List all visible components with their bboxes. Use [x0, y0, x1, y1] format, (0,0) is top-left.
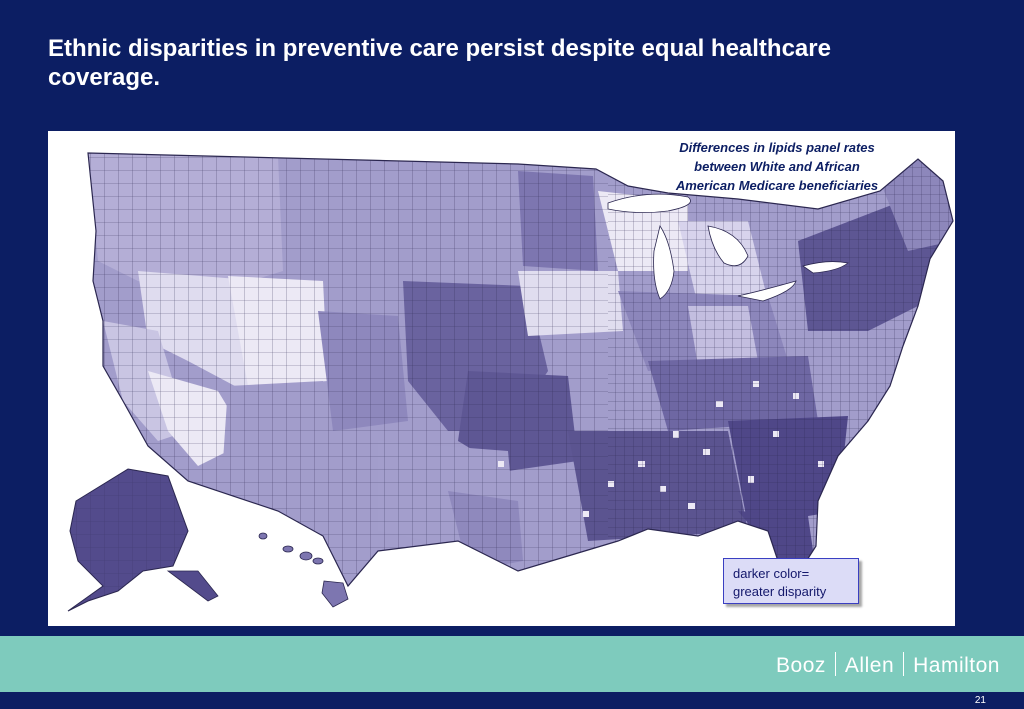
logo-separator [834, 652, 836, 676]
map-caption: Differences in lipids panel rates betwee… [675, 140, 879, 193]
logo-word-allen: Allen [844, 654, 895, 677]
map-panel: Differences in lipids panel rates betwee… [48, 131, 955, 626]
hawaii [258, 532, 349, 608]
logo-word-booz: Booz [776, 654, 826, 677]
legend-line-2: greater disparity [733, 584, 827, 599]
company-logo: Booz Allen Hamilton [776, 652, 1000, 678]
legend-box: darker color= greater disparity [723, 558, 859, 604]
legend-line-1: darker color= [733, 566, 810, 581]
slide-title: Ethnic disparities in preventive care pe… [48, 35, 831, 91]
contiguous-us [88, 153, 953, 586]
great-lakes [607, 193, 849, 302]
page-number: 21 [974, 695, 986, 706]
us-county-map [67, 152, 954, 612]
alaska [67, 468, 219, 612]
logo-word-hamilton: Hamilton [913, 654, 1000, 677]
logo-separator [903, 652, 905, 676]
footer-band: Booz Allen Hamilton [0, 636, 1024, 692]
